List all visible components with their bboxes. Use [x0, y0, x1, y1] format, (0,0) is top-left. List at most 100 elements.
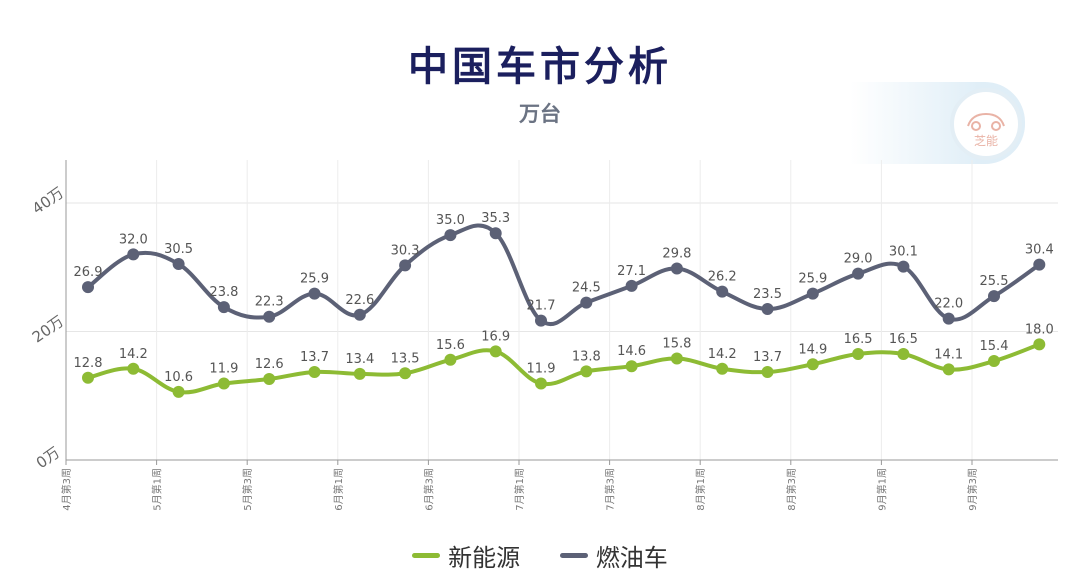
x-tick-label: 9月第3周	[966, 468, 979, 511]
y-tick-label: 20万	[29, 312, 67, 346]
data-label: 11.9	[527, 362, 556, 377]
data-point	[716, 362, 729, 375]
data-point	[806, 287, 819, 300]
data-label: 27.1	[617, 264, 646, 279]
data-point	[670, 262, 683, 275]
data-label: 13.4	[345, 352, 374, 367]
data-label: 13.5	[391, 351, 420, 366]
data-label: 23.8	[209, 285, 238, 300]
data-label: 26.2	[708, 270, 737, 285]
chart-subtitle: 万台	[519, 102, 561, 126]
data-label: 30.1	[889, 245, 918, 260]
data-label: 25.5	[980, 274, 1009, 289]
data-point	[217, 377, 230, 390]
data-point	[399, 259, 412, 272]
x-tick-label: 6月第3周	[422, 468, 435, 511]
chart-title: 中国车市分析	[408, 43, 672, 90]
legend-item-series-0[interactable]: 新能源	[412, 538, 520, 573]
data-point	[625, 279, 638, 292]
data-point	[988, 355, 1000, 368]
data-label: 14.2	[119, 347, 148, 362]
data-point	[399, 367, 412, 380]
data-label: 29.8	[662, 247, 691, 262]
data-point	[897, 260, 910, 273]
y-tick-label: 0万	[33, 443, 63, 472]
x-tick-label: 6月第1周	[332, 468, 345, 511]
data-point	[1033, 338, 1046, 351]
data-label: 14.9	[798, 342, 827, 357]
data-label: 30.4	[1025, 243, 1054, 258]
data-label: 13.7	[300, 350, 329, 365]
data-point	[942, 312, 955, 325]
x-tick-label: 5月第1周	[151, 468, 164, 511]
data-label: 10.6	[164, 370, 193, 385]
data-point	[127, 362, 140, 375]
series-line-1	[86, 223, 1042, 327]
data-label: 22.3	[255, 295, 284, 310]
y-tick-label: 40万	[29, 184, 67, 218]
series-line-0	[86, 342, 1042, 395]
car-icon	[967, 112, 1005, 131]
data-label: 22.0	[934, 297, 963, 312]
data-label: 14.1	[934, 347, 963, 362]
data-label: 16.5	[889, 332, 918, 347]
data-point	[670, 352, 683, 365]
x-tick-label: 7月第3周	[604, 468, 617, 511]
data-label: 12.8	[74, 356, 103, 371]
data-point	[82, 281, 94, 294]
data-label: 13.8	[572, 349, 601, 364]
legend-label: 燃油车	[595, 544, 668, 572]
data-point	[263, 373, 276, 386]
data-label: 15.6	[436, 338, 465, 353]
logo-text: 芝能	[973, 134, 998, 148]
data-point	[716, 285, 729, 298]
data-label: 30.3	[391, 243, 420, 258]
data-point	[580, 365, 593, 378]
data-point	[172, 385, 185, 398]
data-label: 25.9	[300, 272, 329, 287]
data-label: 35.0	[436, 213, 465, 228]
data-label: 23.5	[753, 287, 782, 302]
data-point	[897, 347, 910, 360]
data-label: 12.6	[255, 357, 284, 372]
data-point	[942, 363, 955, 376]
data-label: 14.2	[708, 347, 737, 362]
data-point	[852, 267, 865, 280]
data-point	[489, 227, 502, 240]
data-point	[1033, 258, 1046, 271]
legend-item-series-1[interactable]: 燃油车	[559, 538, 668, 573]
data-point	[988, 290, 1000, 303]
data-point	[82, 371, 94, 384]
x-tick-label: 9月第1周	[875, 468, 888, 511]
data-point	[444, 353, 457, 366]
data-point	[172, 258, 185, 271]
data-point	[444, 229, 457, 242]
data-label: 32.0	[119, 232, 148, 247]
legend-swatch	[559, 553, 588, 558]
data-label: 26.9	[74, 265, 103, 280]
data-point	[806, 358, 819, 371]
data-point	[308, 365, 321, 378]
data-point	[489, 345, 502, 358]
x-tick-label: 5月第3周	[241, 468, 254, 511]
data-label: 25.9	[798, 272, 827, 287]
data-label: 22.6	[345, 293, 374, 308]
data-point	[217, 301, 230, 314]
data-point	[580, 296, 593, 309]
x-tick-label: 8月第3周	[785, 468, 798, 511]
data-point	[761, 365, 774, 378]
data-point	[263, 310, 276, 323]
data-label: 15.4	[980, 339, 1009, 354]
data-label: 29.0	[844, 252, 873, 267]
x-tick-label: 7月第1周	[513, 468, 526, 511]
data-label: 18.0	[1025, 322, 1054, 337]
data-point	[127, 248, 140, 261]
x-tick-label: 8月第1周	[694, 468, 707, 511]
data-label: 16.5	[844, 332, 873, 347]
data-label: 35.3	[481, 211, 510, 226]
data-point	[761, 303, 774, 316]
data-label: 13.7	[753, 350, 782, 365]
data-label: 15.8	[662, 336, 691, 351]
data-point	[535, 377, 547, 390]
